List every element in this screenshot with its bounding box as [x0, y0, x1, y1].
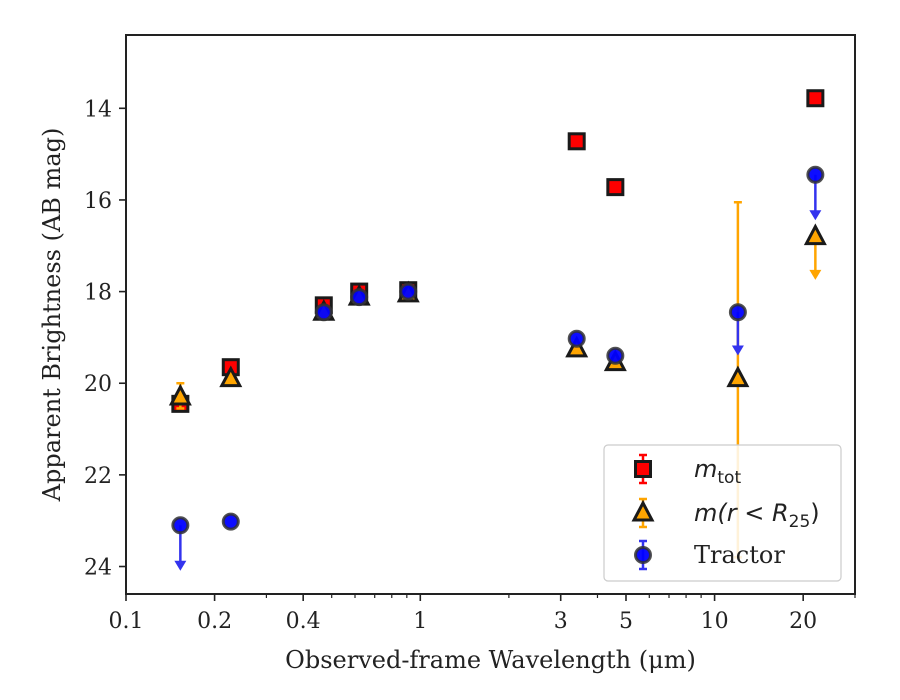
x-tick-label: 5 [619, 609, 633, 634]
axis-ticks: 0.1 0.2 0.4 1 3 5 10 20 14 16 18 20 22 24 [84, 97, 856, 634]
legend-label-main: Tractor [694, 541, 785, 569]
legend-label: mtot [694, 455, 741, 488]
legend-marker-square [634, 460, 652, 478]
data-point-circle [567, 329, 586, 348]
series-circle [171, 165, 825, 571]
upper-limit-arrow-head [731, 345, 744, 356]
x-tick-label: 0.1 [109, 609, 144, 634]
data-point-triangle [803, 223, 827, 246]
data-point-circle [171, 516, 190, 535]
data-point-circle [399, 282, 418, 301]
data-point-circle [728, 303, 747, 322]
legend-label-subscript: tot [717, 468, 741, 488]
data-point-square [567, 132, 586, 151]
data-point-circle [806, 165, 825, 184]
legend-marker-circle [634, 546, 652, 564]
x-axis-label: Observed-frame Wavelength (μm) [285, 646, 696, 674]
y-tick-label: 16 [84, 189, 112, 214]
y-tick-label: 18 [84, 281, 112, 306]
y-tick-label: 20 [84, 372, 112, 397]
data-point-triangle [168, 383, 192, 406]
y-axis-label: Apparent Brightness (AB mag) [38, 128, 66, 503]
legend-label: m(r < R25) [694, 499, 820, 532]
data-point-triangle [219, 365, 243, 388]
x-tick-label: 0.4 [286, 609, 321, 634]
legend-box [603, 444, 842, 582]
plot-frame [125, 34, 856, 595]
legend-label-subscript: 25 [789, 512, 811, 532]
y-tick-label: 24 [84, 556, 112, 581]
x-tick-label: 10 [701, 609, 729, 634]
data-point-circle [350, 288, 369, 307]
y-tick-label: 22 [84, 464, 112, 489]
data-point-circle [221, 512, 240, 531]
y-tick-label: 14 [84, 97, 112, 122]
legend-label: Tractor [694, 541, 785, 569]
data-point-square [606, 178, 625, 197]
legend-label-main: m [694, 455, 717, 483]
upper-limit-arrow-head [809, 269, 822, 280]
x-tick-label: 0.2 [197, 609, 232, 634]
legend: mtot m(r < R25) Tractor [603, 444, 842, 582]
data-point-triangle [726, 365, 750, 388]
data-point-circle [606, 346, 625, 365]
series-square [171, 89, 825, 413]
x-tick-label: 3 [554, 609, 568, 634]
upper-limit-arrow-head [174, 560, 187, 571]
data-point-circle [314, 303, 333, 322]
data-markers [168, 89, 827, 571]
legend-marker-triangle [631, 499, 655, 522]
x-tick-label: 20 [789, 609, 817, 634]
legend-label-tail: ) [810, 499, 819, 527]
x-tick-label: 1 [413, 609, 427, 634]
data-point-square [806, 89, 825, 108]
upper-limit-arrow-head [809, 210, 822, 221]
legend-label-main: m(r < R [694, 499, 789, 527]
